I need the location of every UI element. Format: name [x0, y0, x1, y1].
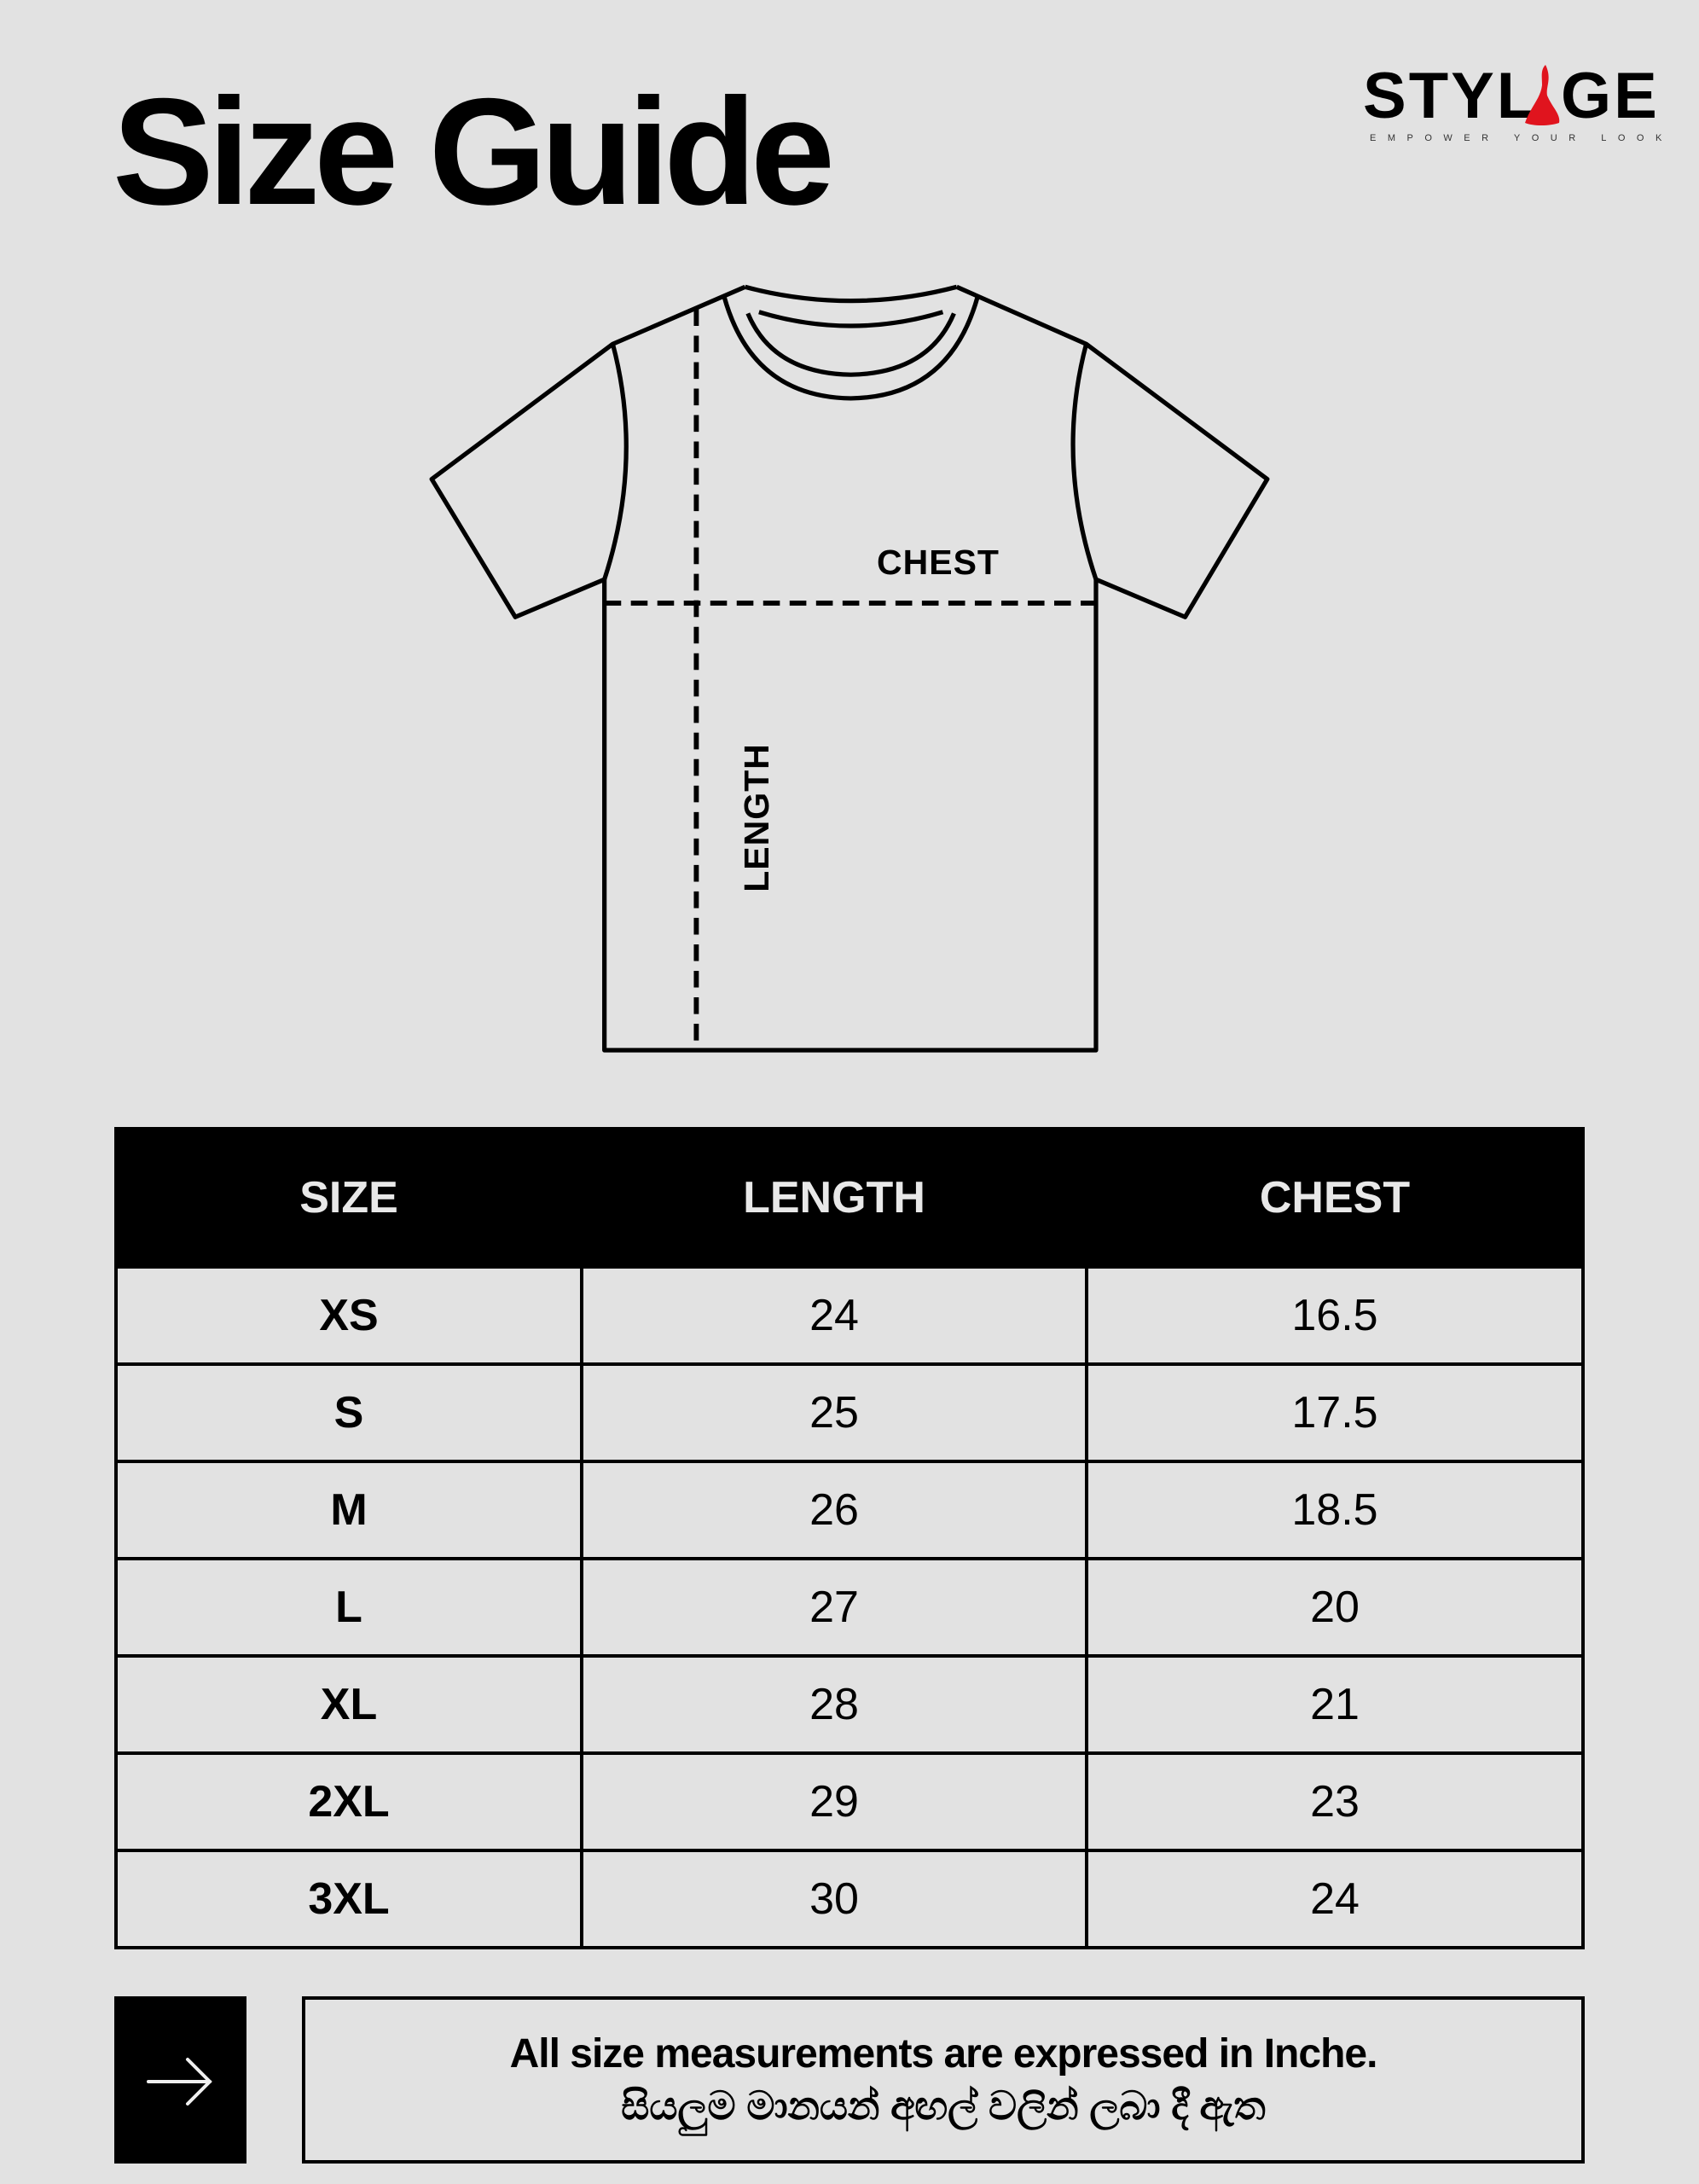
- collar-outer: [722, 296, 980, 401]
- table-header-row: SIZE LENGTH CHEST: [114, 1127, 1585, 1269]
- chest-cell: 21: [1085, 1654, 1585, 1755]
- left-armhole: [602, 343, 629, 580]
- chest-label: CHEST: [877, 543, 1000, 582]
- size-cell: L: [114, 1557, 583, 1658]
- chest-cell: 18.5: [1085, 1460, 1585, 1560]
- length-cell: 26: [580, 1460, 1088, 1560]
- size-cell: 3XL: [114, 1849, 583, 1949]
- svg-text:GE: GE: [1561, 61, 1656, 130]
- chest-cell: 24: [1085, 1849, 1585, 1949]
- length-cell: 25: [580, 1362, 1088, 1463]
- arrow-right-icon: [147, 2058, 212, 2106]
- tshirt-outline: [429, 284, 1270, 1053]
- length-cell: 27: [580, 1557, 1088, 1658]
- chest-cell: 17.5: [1085, 1362, 1585, 1463]
- size-cell: XL: [114, 1654, 583, 1755]
- note-english: All size measurements are expressed in I…: [509, 2030, 1378, 2077]
- table-row: L 27 20: [114, 1557, 1585, 1658]
- logo-wordmark: STYL GE: [1363, 60, 1657, 132]
- header-length: LENGTH: [580, 1127, 1088, 1269]
- right-armhole: [1070, 343, 1099, 581]
- chest-cell: 20: [1085, 1557, 1585, 1658]
- table-row: 2XL 29 23: [114, 1751, 1585, 1852]
- arrow-box: [114, 1996, 246, 2164]
- size-cell: XS: [114, 1265, 583, 1366]
- table-row: XS 24 16.5: [114, 1265, 1585, 1366]
- length-label: LENGTH: [736, 743, 776, 892]
- size-cell: 2XL: [114, 1751, 583, 1852]
- brand-logo: STYL GE EMPOWER YOUR LOOK: [1363, 60, 1661, 150]
- note-sinhala: සියලුම මානයන් අඟල් වලින් ලබා දී ඇත: [621, 2082, 1266, 2128]
- size-cell: M: [114, 1460, 583, 1560]
- table-row: S 25 17.5: [114, 1362, 1585, 1463]
- measurement-note: All size measurements are expressed in I…: [302, 1996, 1585, 2164]
- chest-cell: 16.5: [1085, 1265, 1585, 1366]
- length-cell: 28: [580, 1654, 1088, 1755]
- header-size: SIZE: [114, 1127, 583, 1269]
- svg-text:STYL: STYL: [1363, 61, 1539, 130]
- size-table: SIZE LENGTH CHEST XS 24 16.5 S 25 17.5 M 26 18…: [114, 1127, 1585, 1949]
- table-row: 3XL 30 24: [114, 1849, 1585, 1949]
- length-cell: 29: [580, 1751, 1088, 1852]
- length-cell: 30: [580, 1849, 1088, 1949]
- collar-top: [744, 284, 958, 304]
- collar-inner: [758, 310, 944, 328]
- dress-icon: [1525, 65, 1560, 125]
- table-row: XL 28 21: [114, 1654, 1585, 1755]
- size-cell: S: [114, 1362, 583, 1463]
- page-title: Size Guide: [113, 67, 835, 236]
- collar-ring: [745, 312, 956, 377]
- logo-tagline: EMPOWER YOUR LOOK: [1370, 133, 1673, 143]
- table-row: M 26 18.5: [114, 1460, 1585, 1560]
- length-cell: 24: [580, 1265, 1088, 1366]
- header-chest: CHEST: [1085, 1127, 1585, 1269]
- chest-cell: 23: [1085, 1751, 1585, 1852]
